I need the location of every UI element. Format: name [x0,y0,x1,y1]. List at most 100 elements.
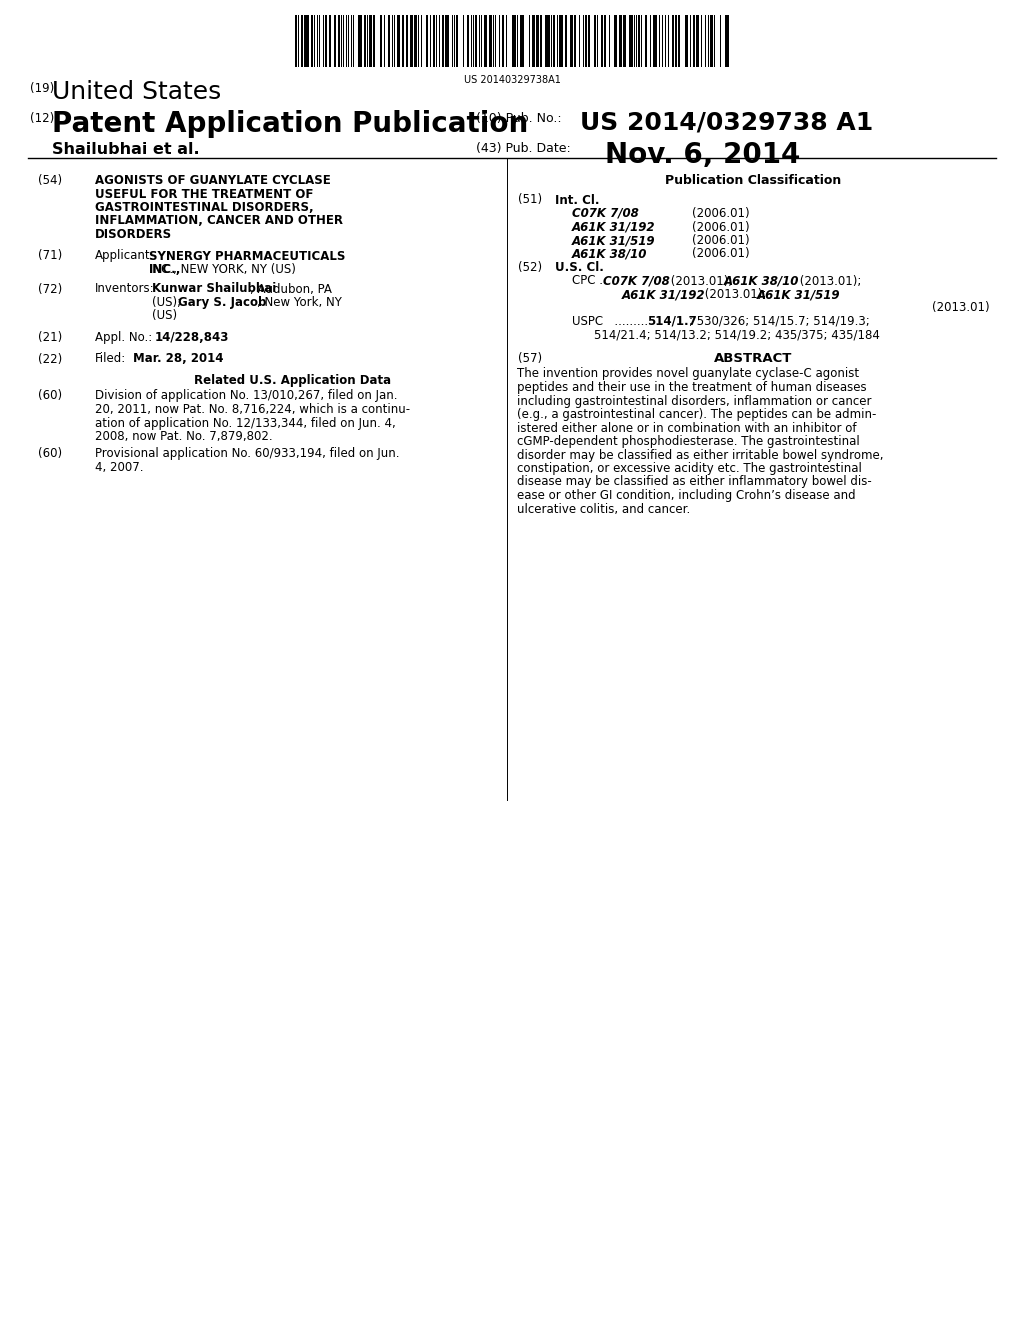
Bar [536,15,539,67]
Text: (57): (57) [518,352,542,366]
Bar [410,15,413,67]
Text: A61K 38/10: A61K 38/10 [572,248,647,260]
Text: istered either alone or in combination with an inhibitor of: istered either alone or in combination w… [517,421,856,434]
Text: cGMP-dependent phosphodiesterase. The gastrointestinal: cGMP-dependent phosphodiesterase. The ga… [517,436,860,447]
Text: (43) Pub. Date:: (43) Pub. Date: [476,143,570,154]
Bar [502,15,504,67]
Text: 14/228,843: 14/228,843 [155,331,229,345]
Bar [358,15,362,67]
Text: (60): (60) [38,447,62,461]
Text: (60): (60) [38,389,62,403]
Text: including gastrointestinal disorders, inflammation or cancer: including gastrointestinal disorders, in… [517,395,871,408]
Text: constipation, or excessive acidity etc. The gastrointestinal: constipation, or excessive acidity etc. … [517,462,862,475]
Text: ulcerative colitis, and cancer.: ulcerative colitis, and cancer. [517,503,690,516]
Text: SYNERGY PHARMACEUTICALS: SYNERGY PHARMACEUTICALS [150,249,345,263]
Text: Appl. No.:: Appl. No.: [95,331,153,345]
Text: (US): (US) [152,309,177,322]
Text: (51): (51) [518,194,542,206]
Text: ; 530/326; 514/15.7; 514/19.3;: ; 530/326; 514/15.7; 514/19.3; [689,315,869,327]
Bar [388,15,390,67]
Text: (2006.01): (2006.01) [692,248,750,260]
Text: , Audubon, PA: , Audubon, PA [250,282,332,296]
Bar [710,15,713,67]
Text: Division of application No. 13/010,267, filed on Jan.: Division of application No. 13/010,267, … [95,389,397,403]
Text: (22): (22) [38,352,62,366]
Text: (2013.01);: (2013.01); [667,275,736,288]
Text: Int. Cl.: Int. Cl. [555,194,599,206]
Bar [402,15,404,67]
Bar [559,15,563,67]
Bar [588,15,590,67]
Text: (12): (12) [30,112,54,125]
Text: C07K 7/08: C07K 7/08 [603,275,670,288]
Text: ABSTRACT: ABSTRACT [714,352,793,366]
Bar [520,15,524,67]
Text: A61K 38/10: A61K 38/10 [724,275,800,288]
Text: A61K 31/519: A61K 31/519 [572,234,655,247]
Bar [618,15,622,67]
Bar [426,15,428,67]
Bar [574,15,575,67]
Bar [380,15,382,67]
Bar [484,15,487,67]
Text: The invention provides novel guanylate cyclase-C agonist: The invention provides novel guanylate c… [517,367,859,380]
Bar [295,15,297,67]
Bar [585,15,587,67]
Bar [696,15,699,67]
Bar [373,15,375,67]
Bar [311,15,313,67]
Bar [329,15,331,67]
Text: Nov. 6, 2014: Nov. 6, 2014 [605,141,801,169]
Text: A61K 31/519: A61K 31/519 [757,288,841,301]
Bar [414,15,417,67]
Bar [614,15,617,67]
Text: (US);: (US); [152,296,185,309]
Text: A61K 31/192: A61K 31/192 [572,220,655,234]
Bar [338,15,340,67]
Text: INC., NEW YORK, NY (US): INC., NEW YORK, NY (US) [150,263,296,276]
Text: (52): (52) [518,261,542,275]
Bar [645,15,647,67]
Bar [623,15,626,67]
Text: INC.,: INC., [150,263,181,276]
Bar [540,15,542,67]
Bar [678,15,680,67]
Text: (71): (71) [38,249,62,263]
Text: CPC .: CPC . [572,275,607,288]
Text: AGONISTS OF GUANYLATE CYCLASE: AGONISTS OF GUANYLATE CYCLASE [95,174,331,187]
Bar [565,15,567,67]
Text: Applicant:: Applicant: [95,249,155,263]
Bar [475,15,477,67]
Bar [725,15,729,67]
Text: Provisional application No. 60/933,194, filed on Jun.: Provisional application No. 60/933,194, … [95,447,399,461]
Bar [570,15,573,67]
Bar [467,15,469,67]
Bar [553,15,555,67]
Bar [397,15,400,67]
Bar [442,15,444,67]
Text: , New York, NY: , New York, NY [257,296,342,309]
Bar [685,15,688,67]
Bar [369,15,372,67]
Bar [489,15,492,67]
Bar [301,15,303,67]
Bar [629,15,633,67]
Bar [594,15,596,67]
Text: ation of application No. 12/133,344, filed on Jun. 4,: ation of application No. 12/133,344, fil… [95,417,395,429]
Bar [532,15,535,67]
Text: ease or other GI condition, including Crohn’s disease and: ease or other GI condition, including Cr… [517,488,856,502]
Text: Publication Classification: Publication Classification [665,174,841,187]
Text: 20, 2011, now Pat. No. 8,716,224, which is a continu-: 20, 2011, now Pat. No. 8,716,224, which … [95,403,411,416]
Text: USPC   .........: USPC ......... [572,315,648,327]
Text: (54): (54) [38,174,62,187]
Text: U.S. Cl.: U.S. Cl. [555,261,604,275]
Text: INFLAMMATION, CANCER AND OTHER: INFLAMMATION, CANCER AND OTHER [95,214,343,227]
Text: Related U.S. Application Data: Related U.S. Application Data [194,374,391,387]
Text: peptides and their use in the treatment of human diseases: peptides and their use in the treatment … [517,381,866,393]
Text: Mar. 28, 2014: Mar. 28, 2014 [133,352,223,366]
Text: Gary S. Jacob: Gary S. Jacob [178,296,266,309]
Bar [304,15,309,67]
Text: (21): (21) [38,331,62,345]
Bar [512,15,516,67]
Bar [653,15,657,67]
